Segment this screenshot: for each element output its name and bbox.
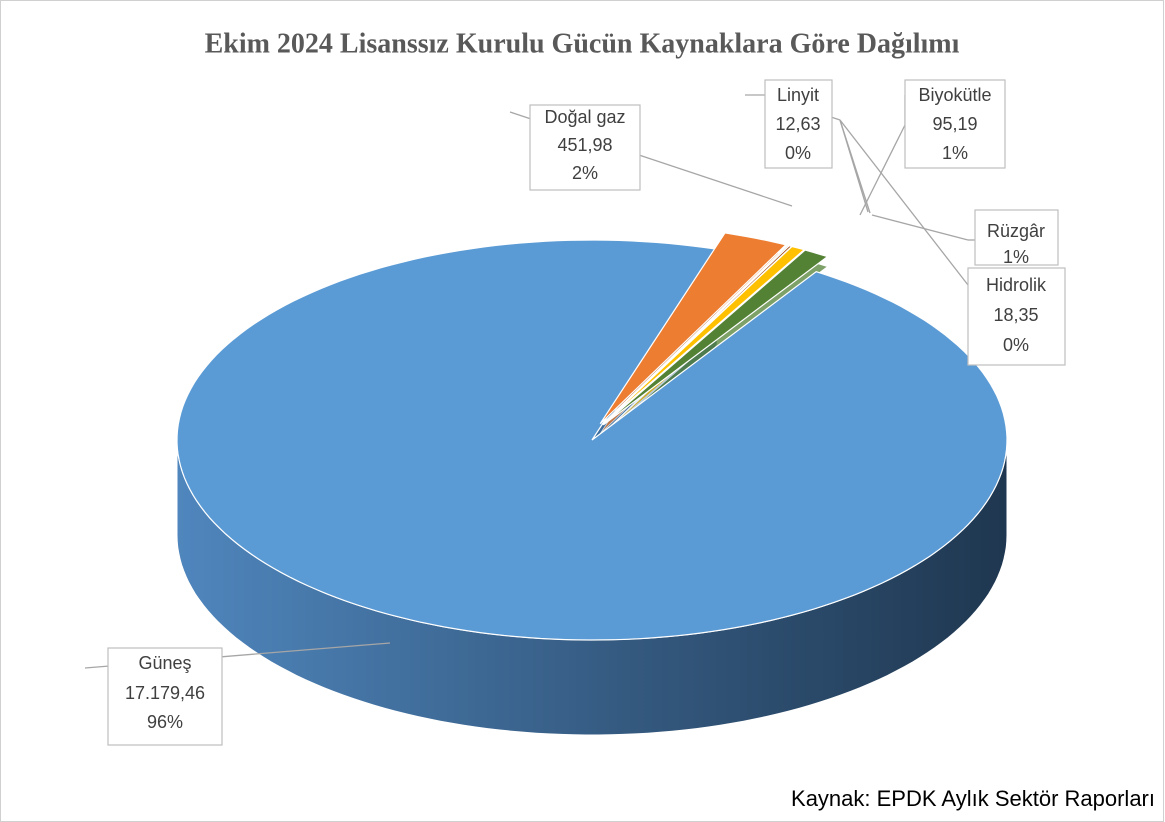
leader-line xyxy=(871,214,969,241)
value-label: 17.179,46 xyxy=(125,683,205,703)
leader-line xyxy=(839,119,969,286)
percent-label: 96% xyxy=(147,712,183,732)
category-label: Biyokütle xyxy=(918,85,991,105)
label-box xyxy=(764,79,833,169)
label-box xyxy=(107,647,223,746)
value-label: 451,98 xyxy=(557,135,612,155)
slice xyxy=(601,245,806,425)
slice xyxy=(599,232,788,425)
value-label: 95,19 xyxy=(932,114,977,134)
percent-label: 2% xyxy=(572,163,598,183)
category-label: Doğal gaz xyxy=(544,107,625,127)
leader-line xyxy=(859,124,906,216)
category-label: Hidrolik xyxy=(986,275,1047,295)
source: Kaynak: EPDK Aylık Sektör Raporları xyxy=(791,786,1155,811)
label-box xyxy=(904,79,1006,169)
slice xyxy=(602,249,829,426)
pie xyxy=(176,232,1008,736)
value-label: 18,35 xyxy=(993,305,1038,325)
percent-label: 0% xyxy=(785,143,811,163)
slice xyxy=(176,239,1008,641)
category-label: Linyit xyxy=(777,85,819,105)
labels: Rüzgâr 1% Biyokütle 95,19 1% Linyit 12,63 0% Doğ… xyxy=(84,79,1066,746)
label-box xyxy=(974,209,1059,266)
label-box xyxy=(967,267,1066,366)
chart-title: Ekim 2024 Lisanssız Kurulu Gücün Kaynakl… xyxy=(205,28,960,59)
percent-label: 1% xyxy=(1003,247,1029,267)
percent-label: 0% xyxy=(1003,335,1029,355)
category-label: Güneş xyxy=(138,653,191,673)
label-box xyxy=(529,104,641,191)
category-label: Rüzgâr xyxy=(987,221,1045,241)
percent-label: 1% xyxy=(942,143,968,163)
leader-line xyxy=(839,119,871,214)
value-label: 12,63 xyxy=(775,114,820,134)
